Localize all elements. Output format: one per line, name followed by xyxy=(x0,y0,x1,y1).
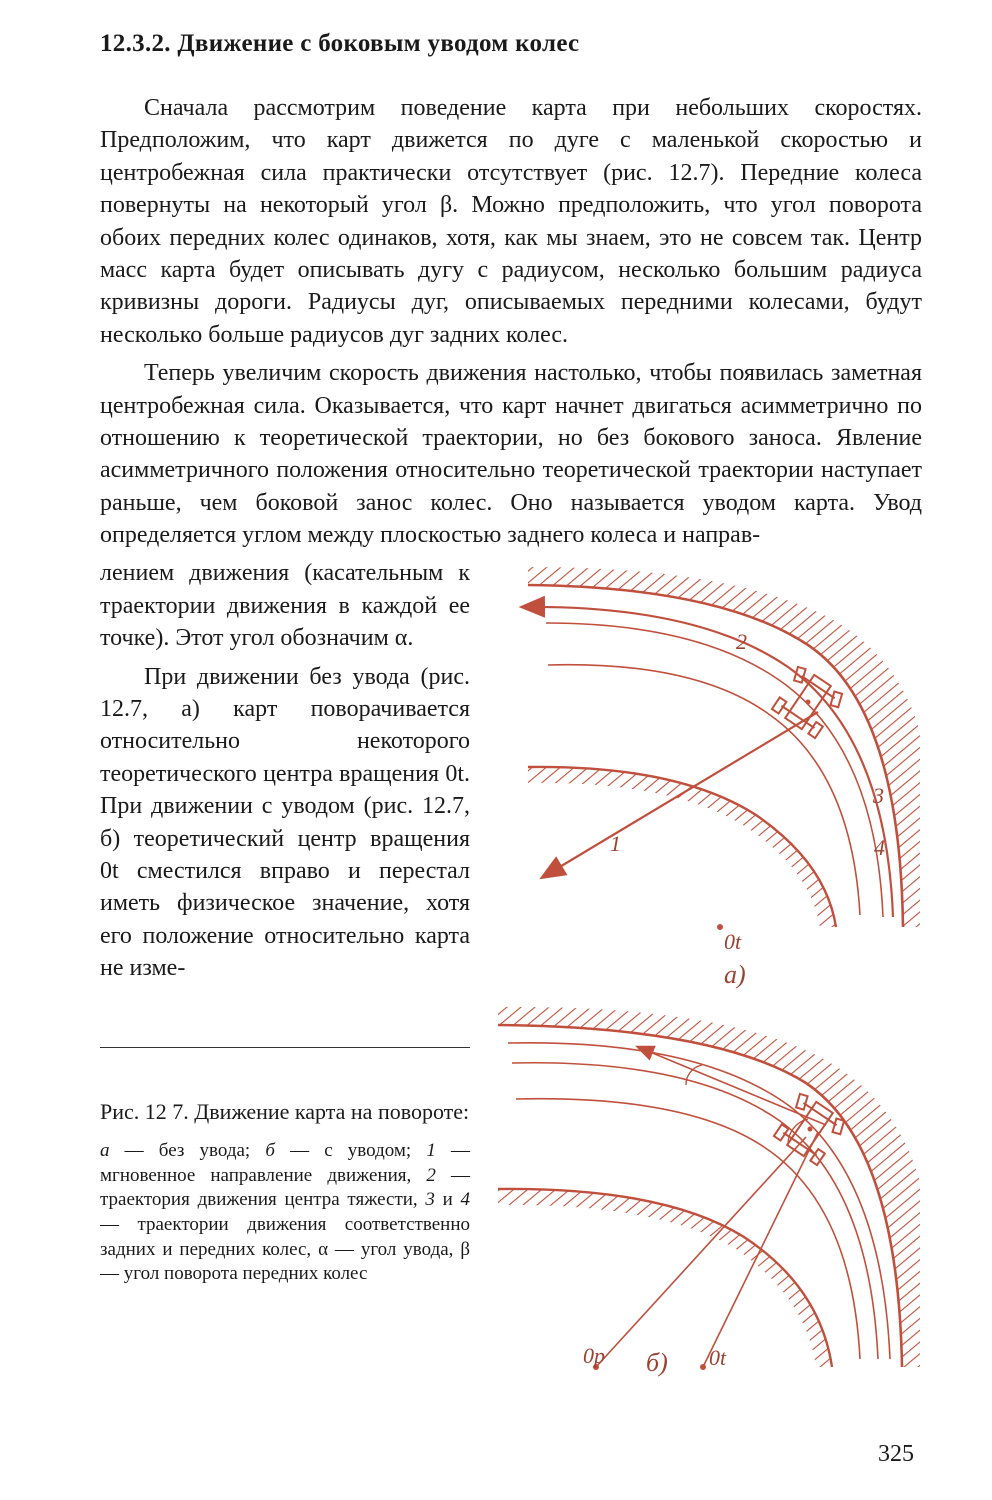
figure-caption-title: Рис. 12 7. Движение карта на повороте: xyxy=(100,1098,470,1126)
section-heading: 12.3.2. Движение с боковым уводом колес xyxy=(100,30,922,58)
figure-caption-legend: а — без увода; б — с уводом; 1 — мгновен… xyxy=(100,1139,470,1287)
label-panel-b: б) xyxy=(646,1348,668,1377)
page-number: 325 xyxy=(878,1441,914,1468)
label-1: 1 xyxy=(610,831,621,856)
paragraph-3a: лением движения (касательным к траектори… xyxy=(100,557,470,654)
paragraph-2: Теперь увеличим скорость движения настол… xyxy=(100,357,922,551)
page: 12.3.2. Движение с боковым уводом колес … xyxy=(0,0,992,1500)
paragraph-1: Сначала рассмотрим поведение карта при н… xyxy=(100,92,922,351)
label-Ot-a: 0t xyxy=(724,929,742,954)
left-column: лением движения (касательным к траектори… xyxy=(100,557,470,1382)
label-4: 4 xyxy=(874,835,885,860)
label-Op: 0p xyxy=(583,1343,605,1368)
panel-a: 2 3 4 1 0t а) xyxy=(523,567,920,989)
label-panel-a: а) xyxy=(724,960,746,989)
figure-caption: Рис. 12 7. Движение карта на повороте: а… xyxy=(100,1047,470,1288)
paragraph-3b: При движении без увода (рис. 12.7, а) ка… xyxy=(100,661,470,985)
figure-12-7: 2 3 4 1 0t а) xyxy=(488,557,928,1377)
panel-b: 0p 0t б) xyxy=(498,1007,920,1377)
two-column-region: лением движения (касательным к траектори… xyxy=(100,557,922,1382)
label-2: 2 xyxy=(736,629,747,654)
figure-area: 2 3 4 1 0t а) xyxy=(488,557,928,1382)
label-3: 3 xyxy=(872,783,884,808)
label-Ot-b: 0t xyxy=(709,1345,727,1370)
